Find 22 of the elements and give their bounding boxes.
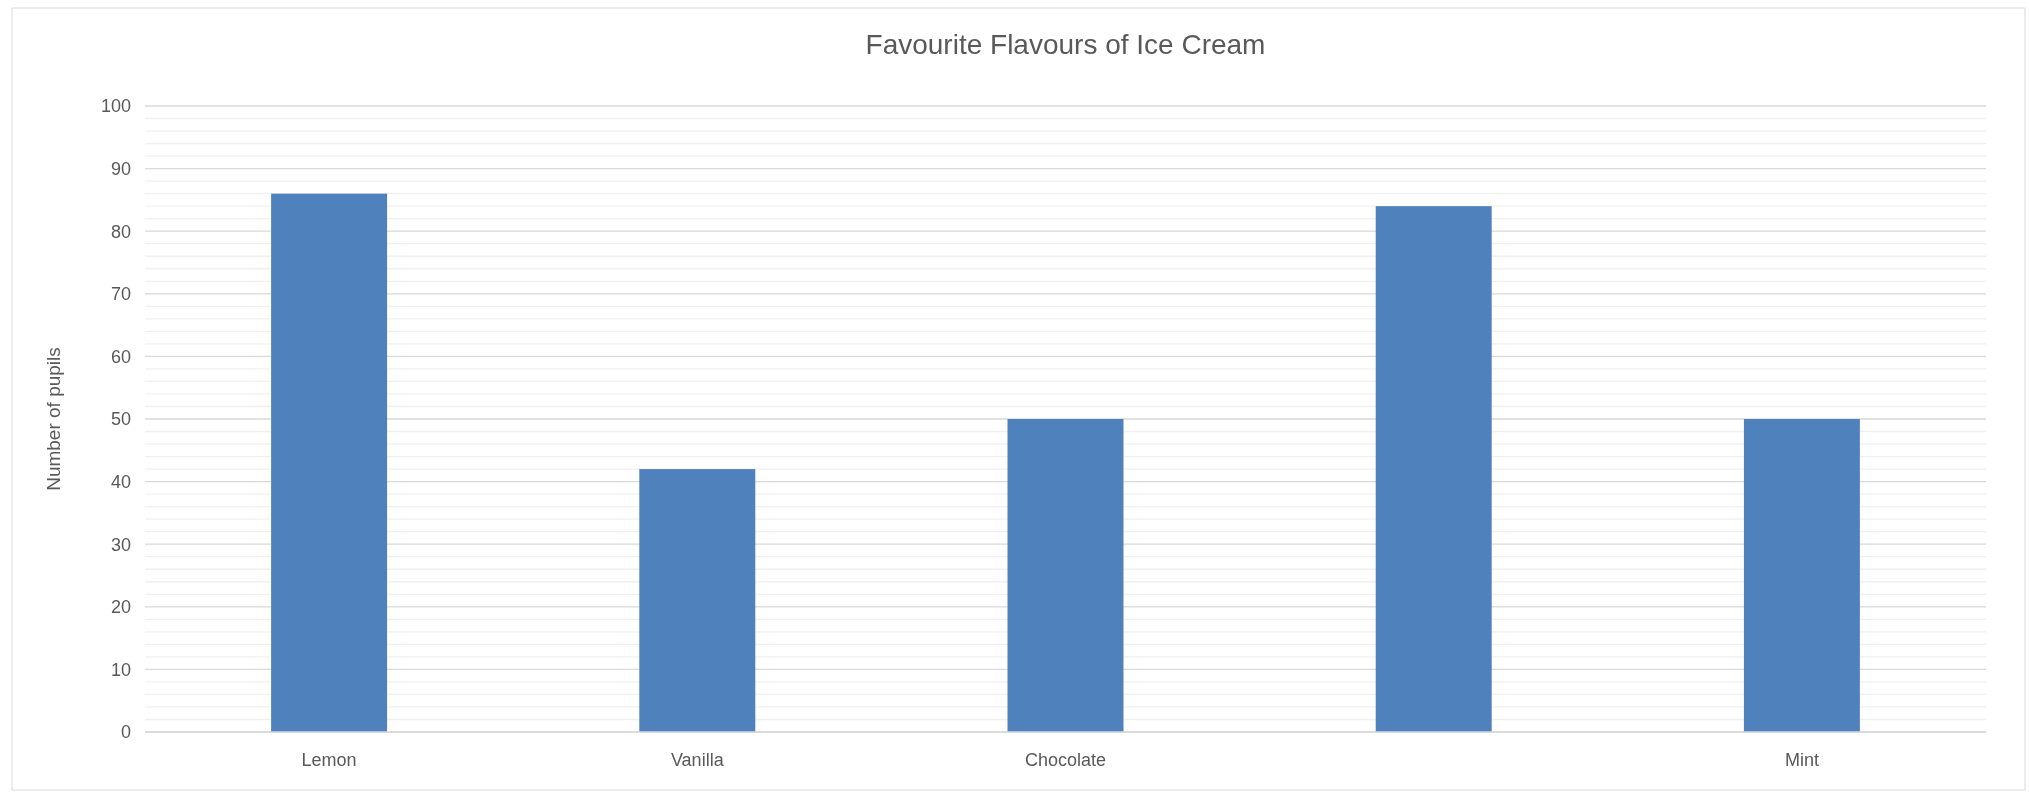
bar: [1375, 206, 1492, 732]
y-tick-label: 100: [100, 96, 131, 117]
y-tick-label: 80: [110, 221, 131, 242]
bar: [1007, 419, 1124, 732]
bar: [1743, 419, 1860, 732]
x-tick-label: Chocolate: [1024, 750, 1107, 770]
chart-title: Favourite Flavours of Ice Cream: [865, 29, 1266, 60]
y-tick-label: 40: [110, 471, 131, 492]
y-tick-label: 60: [110, 346, 131, 367]
x-tick-label: Mint: [1784, 750, 1819, 770]
y-tick-label: 70: [110, 284, 131, 305]
y-tick-label: 50: [110, 409, 131, 430]
y-tick-label: 20: [110, 597, 131, 618]
x-tick-label: Lemon: [301, 750, 357, 770]
x-tick-label: Vanilla: [670, 750, 725, 770]
y-axis-title: Number of pupils: [43, 347, 64, 491]
bar: [639, 469, 756, 732]
y-tick-label: 90: [110, 158, 131, 179]
y-tick-label: 0: [120, 722, 131, 743]
bar: [271, 193, 388, 732]
y-tick-label: 10: [110, 659, 131, 680]
y-tick-label: 30: [110, 534, 131, 555]
